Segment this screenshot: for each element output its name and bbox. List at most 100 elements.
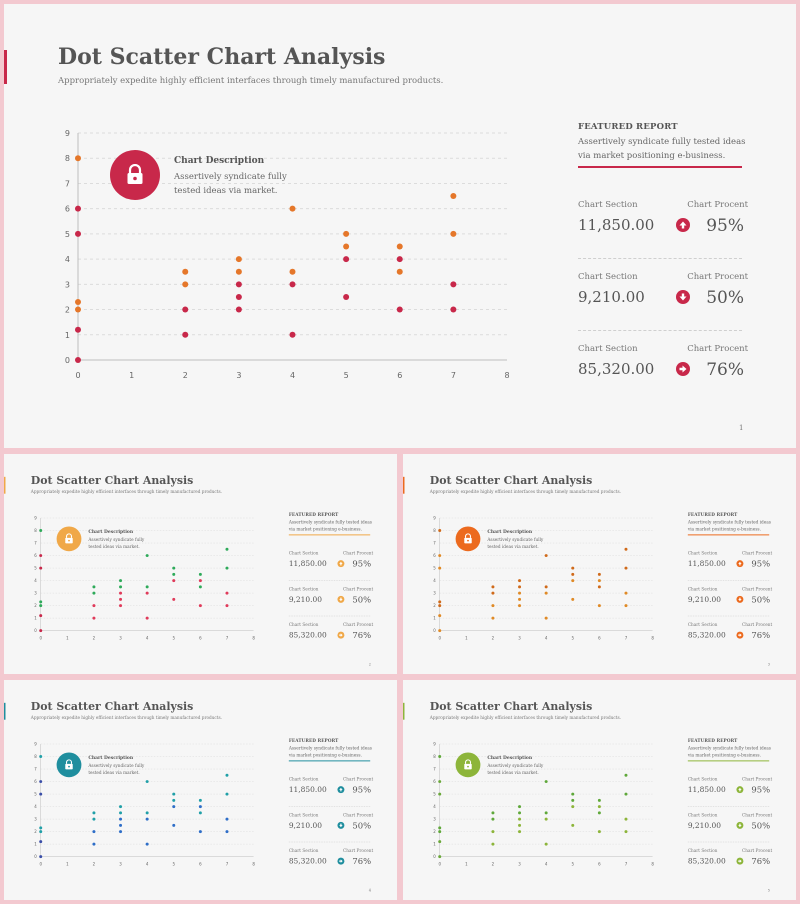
x-tick-label: 3	[119, 862, 122, 867]
stat-label: Chart Section	[288, 622, 319, 628]
scatter-point	[172, 579, 176, 583]
x-tick-label: 2	[93, 636, 96, 641]
y-tick-label: 4	[34, 804, 37, 809]
scatter-point	[438, 554, 442, 558]
stat-value: 85,320.00	[288, 630, 327, 640]
scatter-point	[145, 811, 149, 815]
x-tick-label: 3	[518, 862, 521, 867]
y-tick-label: 4	[34, 578, 37, 583]
scatter-point	[624, 773, 628, 777]
x-tick-label: 8	[252, 636, 255, 641]
y-tick-label: 0	[433, 854, 436, 859]
y-tick-label: 9	[65, 129, 70, 138]
x-tick-label: 0	[438, 862, 441, 867]
scatter-chart: 0 1 2 3 4 5 6 7 8 9 0 1 2 3 4 5 6 7 8	[34, 741, 255, 867]
lock-icon	[464, 533, 472, 544]
arrow-down-icon	[736, 595, 744, 603]
x-tick-label: 3	[119, 636, 122, 641]
stat-label: Chart Section	[578, 344, 638, 354]
scatter-point	[571, 572, 575, 576]
stat-value: 11,850.00	[687, 785, 726, 795]
scatter-point	[438, 629, 442, 633]
x-tick-label: 1	[129, 371, 134, 380]
stat-value: 85,320.00	[687, 630, 726, 640]
slide-thumbnail[interactable]: Dot Scatter Chart Analysis Appropriately…	[4, 680, 397, 900]
page-number: 5	[767, 888, 770, 893]
arrow-down-icon	[337, 821, 345, 829]
scatter-point	[145, 554, 149, 558]
scatter-point	[518, 604, 522, 608]
scatter-point	[119, 579, 123, 583]
scatter-point	[450, 306, 457, 313]
stat-percent: 50%	[352, 820, 372, 831]
slide-thumbnail[interactable]: Dot Scatter Chart Analysis Appropriately…	[403, 680, 796, 900]
y-tick-label: 6	[65, 205, 70, 214]
x-tick-label: 5	[572, 862, 575, 867]
scatter-point	[343, 243, 350, 250]
scatter-point	[624, 830, 628, 834]
stat-value: 9,210.00	[288, 820, 322, 830]
slide-thumbnail[interactable]: Dot Scatter Chart Analysis Appropriately…	[403, 454, 796, 674]
scatter-point	[119, 823, 123, 827]
x-tick-label: 1	[465, 862, 468, 867]
x-tick-label: 4	[146, 636, 149, 641]
stat-value: 9,210.00	[687, 594, 721, 604]
scatter-point	[119, 597, 123, 601]
y-tick-label: 6	[433, 553, 436, 558]
stat-divider	[578, 258, 742, 259]
y-tick-label: 1	[65, 331, 70, 340]
stat-row: Chart Section 85,320.00 Chart Procent 76…	[289, 623, 373, 653]
stat-percent: 95%	[706, 216, 744, 236]
scatter-point	[518, 591, 522, 595]
scatter-point	[597, 830, 601, 834]
scatter-point	[624, 591, 628, 595]
y-tick-label: 4	[433, 578, 436, 583]
x-tick-label: 4	[290, 371, 295, 380]
accent-bar	[403, 476, 405, 494]
scatter-point	[225, 591, 229, 595]
scatter-point	[75, 306, 81, 313]
stat-value: 85,320.00	[578, 360, 655, 378]
slide-content: Dot Scatter Chart Analysis Appropriately…	[4, 454, 397, 674]
scatter-point	[182, 268, 189, 275]
arrow-up-icon	[736, 786, 744, 794]
featured-report-text: Assertively syndicate fully tested ideas…	[687, 519, 771, 532]
slide: Dot Scatter Chart Analysis Appropriately…	[4, 4, 796, 448]
y-tick-label: 3	[34, 591, 37, 596]
scatter-point	[39, 855, 43, 859]
x-tick-label: 0	[39, 862, 42, 867]
slide-thumbnail[interactable]: Dot Scatter Chart Analysis Appropriately…	[4, 454, 397, 674]
stat-value: 11,850.00	[578, 216, 655, 234]
scatter-point	[343, 230, 350, 237]
scatter-point	[198, 805, 202, 809]
scatter-point	[597, 579, 601, 583]
scatter-point	[172, 798, 176, 802]
scatter-point	[438, 792, 442, 796]
scatter-point	[289, 205, 296, 212]
scatter-point	[544, 585, 548, 589]
scatter-point	[92, 811, 96, 815]
slide-content: Dot Scatter Chart Analysis Appropriately…	[403, 454, 796, 674]
scatter-point	[624, 547, 628, 551]
scatter-point	[438, 855, 442, 859]
stat-row: Chart Section 85,320.00 Chart Procent 76…	[578, 344, 748, 404]
chart-description-title: Chart Description	[487, 755, 533, 761]
scatter-point	[597, 798, 601, 802]
stat-percent-label: Chart Procent	[741, 848, 773, 854]
scatter-point	[225, 604, 229, 608]
y-tick-label: 5	[433, 566, 436, 571]
y-tick-label: 8	[433, 754, 436, 759]
scatter-point	[39, 629, 43, 633]
scatter-point	[145, 780, 149, 784]
scatter-point	[172, 572, 176, 576]
stat-label: Chart Section	[687, 848, 718, 854]
featured-report-text: Assertively syndicate fully tested ideas…	[288, 745, 372, 758]
scatter-point	[518, 817, 522, 821]
slide-title: Dot Scatter Chart Analysis	[30, 699, 194, 713]
stat-value: 11,850.00	[288, 559, 327, 569]
page-number: 4	[368, 888, 371, 893]
scatter-point	[571, 597, 575, 601]
x-tick-label: 8	[504, 371, 509, 380]
featured-report-text: Assertively syndicate fully tested ideas…	[288, 519, 372, 532]
arrow-right-icon	[736, 857, 744, 865]
